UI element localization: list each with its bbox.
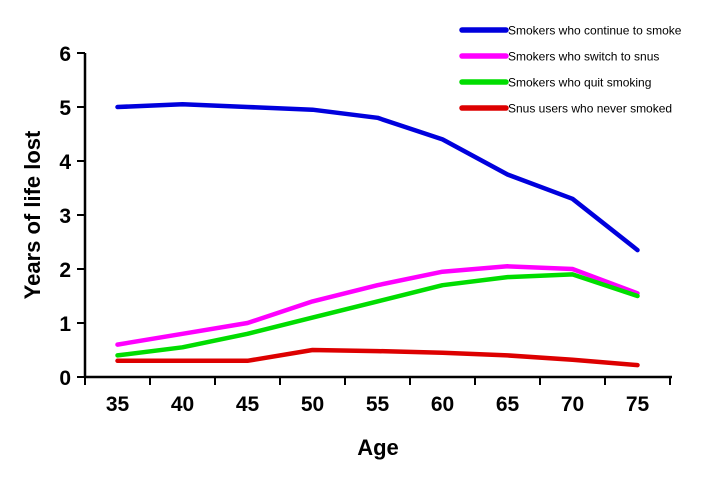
x-tick-label: 45 [236, 393, 260, 416]
y-tick-label: 5 [59, 97, 71, 120]
x-tick-label: 60 [431, 393, 454, 416]
x-tick-label: 75 [626, 393, 650, 416]
y-tick-label: 1 [59, 313, 71, 336]
y-tick-label: 3 [59, 205, 71, 228]
legend-entry: Smokers who continue to smoke [459, 24, 682, 38]
series-lines [115, 102, 640, 368]
x-tick-label: 40 [171, 393, 194, 416]
x-tick-label: 50 [301, 393, 324, 416]
x-axis-ticks: 35 40 45 50 55 60 65 70 75 [84, 377, 671, 416]
y-tick-label: 2 [59, 259, 71, 282]
y-tick-label: 0 [59, 367, 71, 390]
y-tick-label: 4 [59, 151, 71, 174]
x-axis-title: Age [357, 435, 399, 460]
y-axis-title: Years of life lost [20, 130, 45, 299]
series-line-smokers-who-switch-to-snus [115, 264, 640, 347]
legend-entry: Snus users who never smoked [459, 102, 672, 116]
legend-label: Snus users who never smoked [508, 102, 672, 116]
legend-entry: Smokers who quit smoking [459, 76, 651, 90]
x-tick-label: 55 [366, 393, 390, 416]
legend-label: Smokers who switch to snus [508, 50, 659, 64]
legend-label: Smokers who quit smoking [508, 76, 651, 90]
legend-entry: Smokers who switch to snus [459, 50, 659, 64]
x-tick-label: 70 [561, 393, 584, 416]
legend-label: Smokers who continue to smoke [508, 24, 682, 38]
x-tick-label: 65 [496, 393, 520, 416]
y-axis-ticks: 0 1 2 3 4 5 6 [59, 43, 85, 390]
legend: Smokers who continue to smoke Smokers who… [459, 24, 682, 116]
series-line-smokers-who-quit-smoking [115, 272, 640, 358]
series-line-smokers-who-continue-to-smoke [115, 102, 640, 253]
series-line-snus-users-who-never-smoked [115, 347, 640, 368]
x-tick-label: 35 [106, 393, 130, 416]
y-tick-label: 6 [59, 43, 71, 66]
